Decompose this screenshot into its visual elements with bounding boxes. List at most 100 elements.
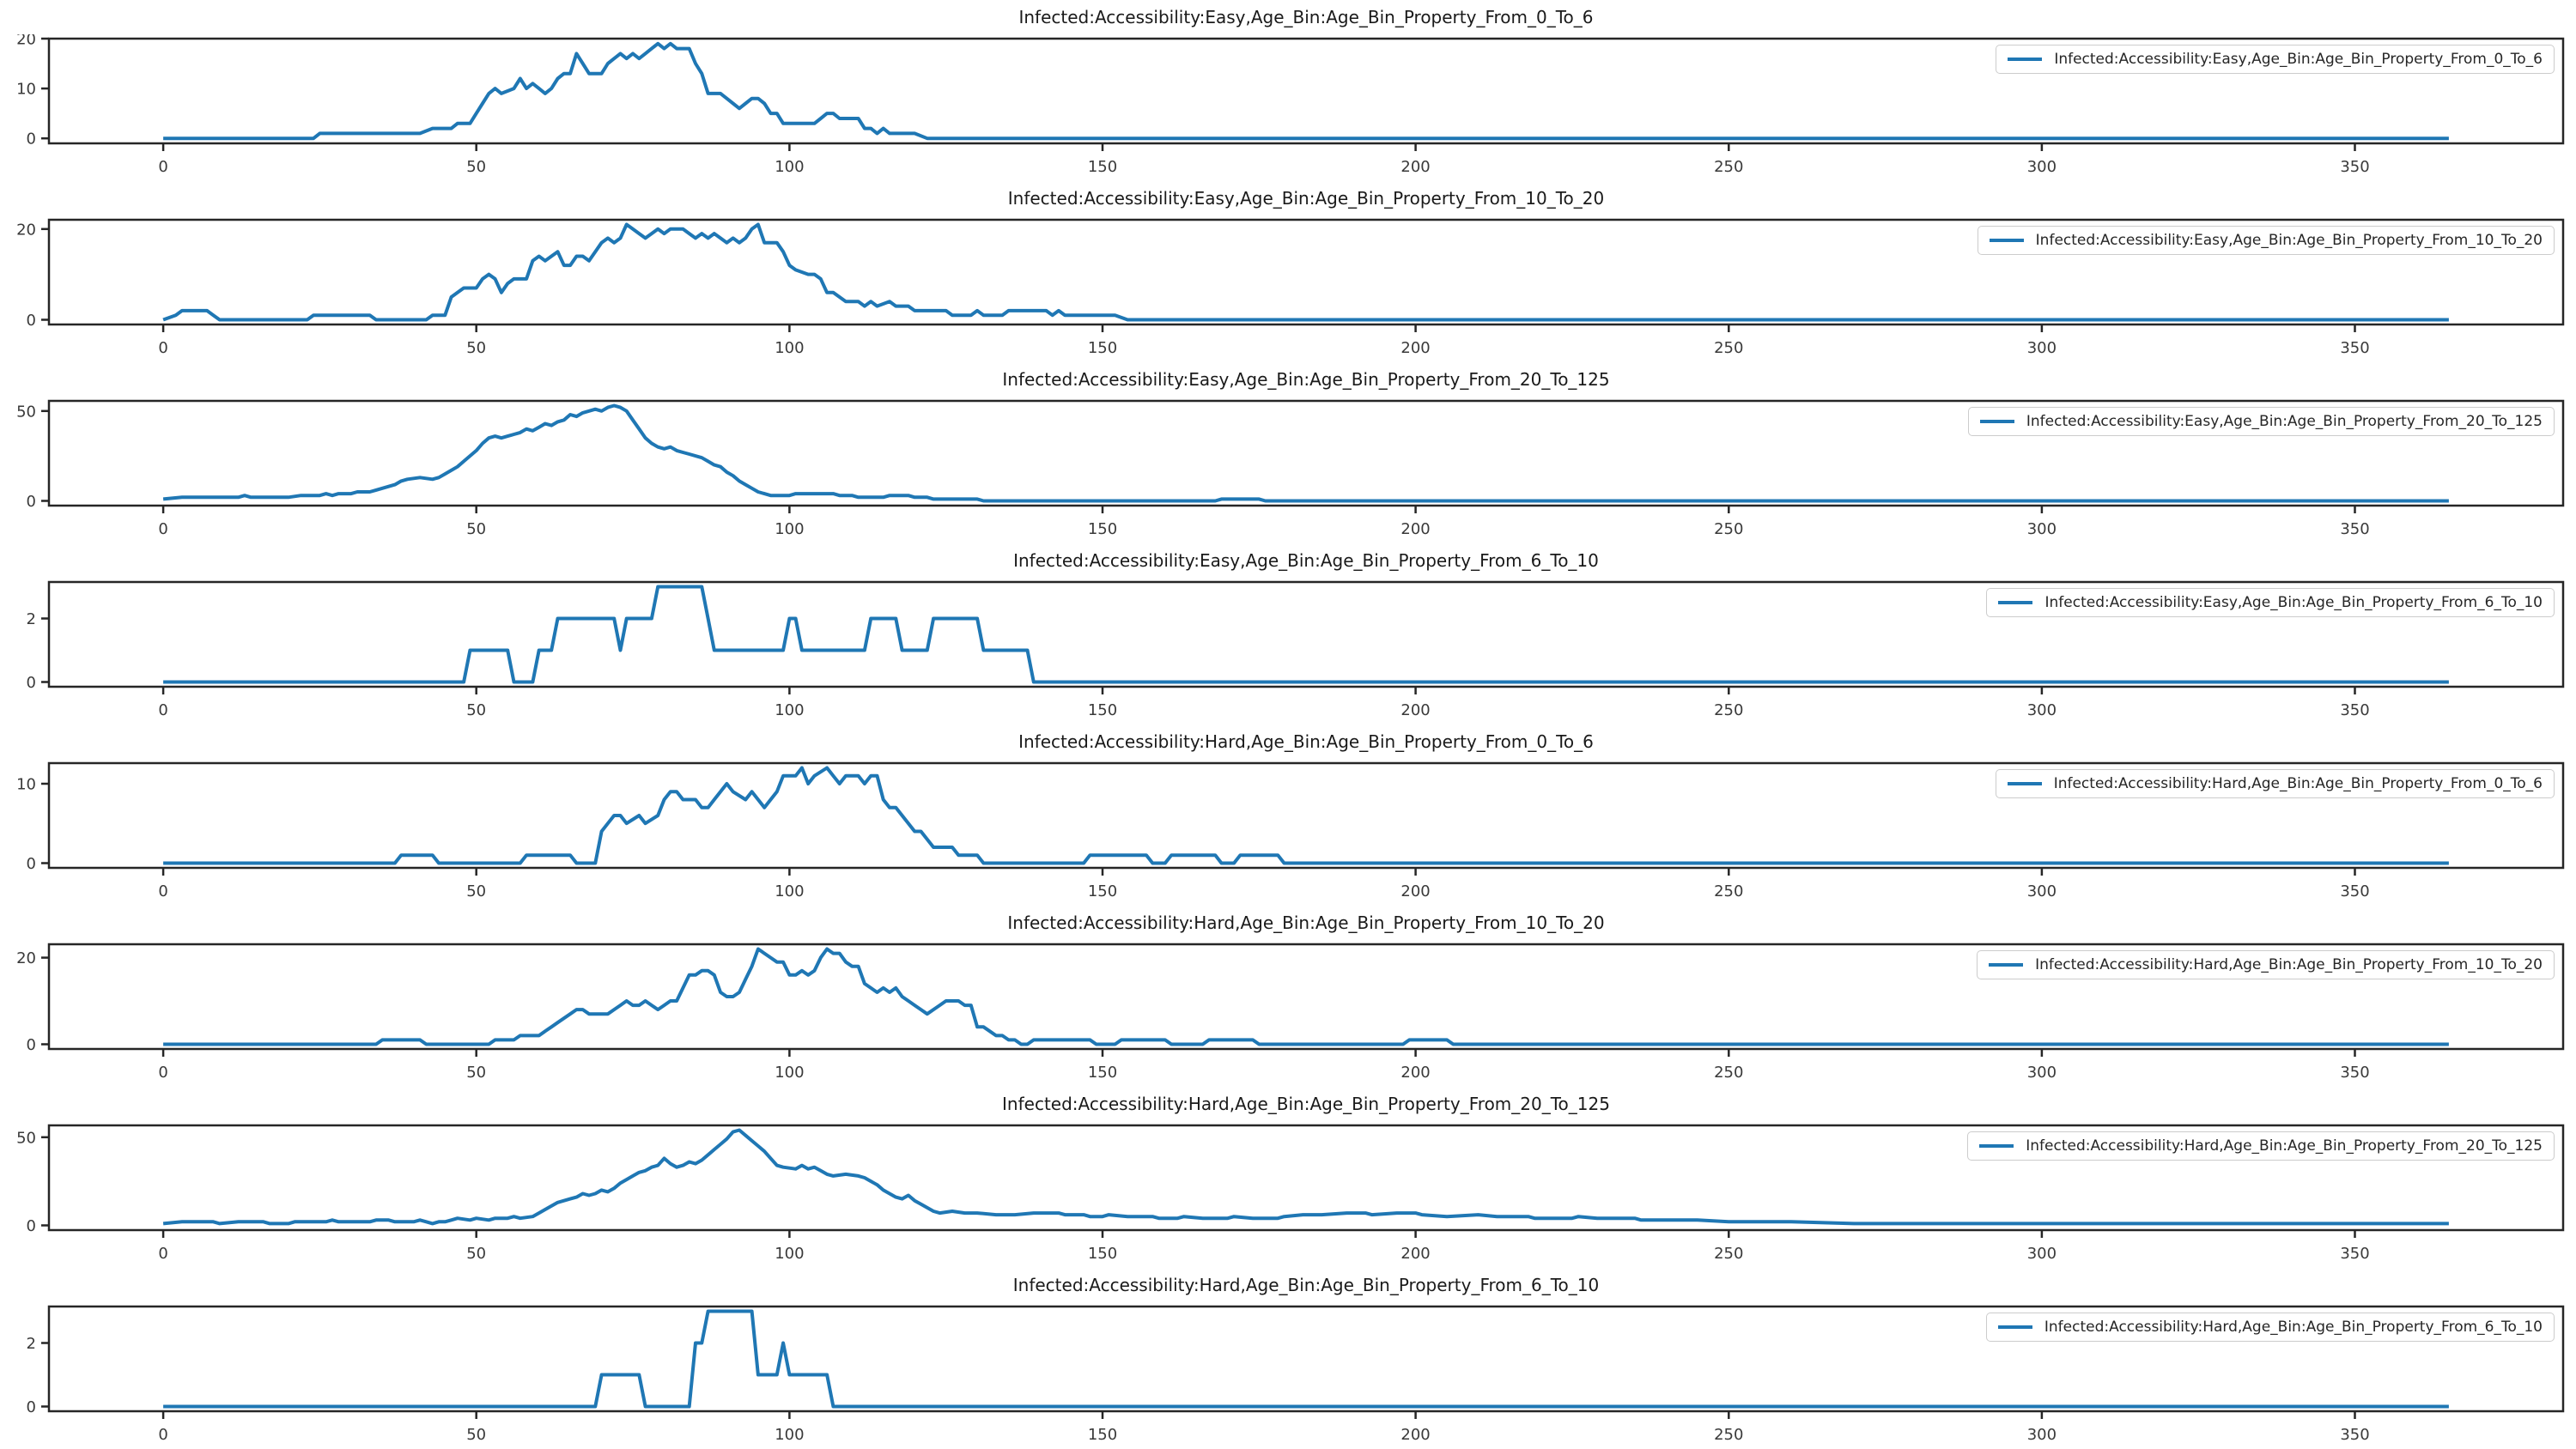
line-plot: 0 50 100 150 200 250 300 350 0 2 <box>27 580 2565 719</box>
svg-text:350: 350 <box>2340 520 2369 538</box>
svg-text:0: 0 <box>158 339 167 357</box>
svg-text:250: 250 <box>1714 882 1743 900</box>
svg-text:100: 100 <box>775 1426 804 1444</box>
plot-title: Infected:Accessibility:Hard,Age_Bin:Age_… <box>1007 912 1605 933</box>
plot-canvas: 0 50 100 150 200 250 300 350 0 50 Infected:Access… <box>0 397 2576 542</box>
svg-text:300: 300 <box>2027 339 2057 357</box>
svg-text:350: 350 <box>2340 701 2369 719</box>
svg-text:250: 250 <box>1714 339 1743 357</box>
line-plot: 0 50 100 150 200 250 300 350 0 10 20 <box>16 34 2565 176</box>
legend-label: Infected:Accessibility:Easy,Age_Bin:Age_… <box>2035 232 2543 249</box>
legend-label: Infected:Accessibility:Easy,Age_Bin:Age_… <box>2054 51 2543 68</box>
subplot-easy-age-20-125: Infected:Accessibility:Easy,Age_Bin:Age_… <box>0 362 2576 543</box>
svg-text:350: 350 <box>2340 158 2369 176</box>
legend-line-sample <box>1979 1144 2014 1148</box>
legend: Infected:Accessibility:Easy,Age_Bin:Age_… <box>1986 588 2555 617</box>
svg-text:50: 50 <box>466 1245 486 1263</box>
line-plot: 0 50 100 150 200 250 300 350 0 50 <box>16 1124 2565 1263</box>
legend: Infected:Accessibility:Hard,Age_Bin:Age_… <box>1967 1131 2555 1161</box>
svg-text:100: 100 <box>775 882 804 900</box>
svg-text:0: 0 <box>158 1426 167 1444</box>
subplot-easy-age-10-20: Infected:Accessibility:Easy,Age_Bin:Age_… <box>0 181 2576 362</box>
svg-text:100: 100 <box>775 1245 804 1263</box>
legend: Infected:Accessibility:Easy,Age_Bin:Age_… <box>1977 226 2555 255</box>
legend-label: Infected:Accessibility:Easy,Age_Bin:Age_… <box>2044 594 2543 611</box>
legend-label: Infected:Accessibility:Hard,Age_Bin:Age_… <box>2053 775 2543 792</box>
svg-text:10: 10 <box>16 776 36 794</box>
legend-line-sample <box>1979 420 2014 423</box>
subplot-hard-age-20-125: Infected:Accessibility:Hard,Age_Bin:Age_… <box>0 1087 2576 1268</box>
svg-text:250: 250 <box>1714 1245 1743 1263</box>
svg-text:300: 300 <box>2027 158 2057 176</box>
subplot-hard-age-6-10: Infected:Accessibility:Hard,Age_Bin:Age_… <box>0 1268 2576 1449</box>
svg-text:200: 200 <box>1400 701 1430 719</box>
legend-line-sample <box>2008 58 2043 61</box>
svg-text:2: 2 <box>27 610 36 628</box>
plot-title: Infected:Accessibility:Hard,Age_Bin:Age_… <box>1012 1275 1600 1295</box>
svg-text:0: 0 <box>27 855 36 873</box>
subplot-hard-age-10-20: Infected:Accessibility:Hard,Age_Bin:Age_… <box>0 906 2576 1087</box>
svg-text:50: 50 <box>16 1129 36 1147</box>
svg-text:0: 0 <box>158 882 167 900</box>
plot-canvas: 0 50 100 150 200 250 300 350 0 2 Infected:Accessi… <box>0 578 2576 723</box>
svg-text:150: 150 <box>1088 1426 1117 1444</box>
svg-text:200: 200 <box>1400 1064 1430 1082</box>
svg-text:0: 0 <box>158 701 167 719</box>
svg-text:300: 300 <box>2027 520 2057 538</box>
svg-text:150: 150 <box>1088 1245 1117 1263</box>
svg-text:300: 300 <box>2027 701 2057 719</box>
svg-text:350: 350 <box>2340 882 2369 900</box>
svg-text:350: 350 <box>2340 339 2369 357</box>
legend-line-sample <box>2007 782 2042 785</box>
plot-title: Infected:Accessibility:Hard,Age_Bin:Age_… <box>1002 1094 1610 1114</box>
svg-text:150: 150 <box>1088 520 1117 538</box>
svg-text:350: 350 <box>2340 1064 2369 1082</box>
svg-text:50: 50 <box>466 520 486 538</box>
legend-line-sample <box>1989 239 2024 242</box>
svg-text:250: 250 <box>1714 701 1743 719</box>
svg-text:100: 100 <box>775 701 804 719</box>
svg-text:50: 50 <box>466 339 486 357</box>
plot-title: Infected:Accessibility:Easy,Age_Bin:Age_… <box>1013 550 1599 571</box>
svg-text:20: 20 <box>16 949 36 967</box>
svg-text:0: 0 <box>158 520 167 538</box>
svg-text:2: 2 <box>27 1335 36 1353</box>
svg-text:200: 200 <box>1400 158 1430 176</box>
svg-text:0: 0 <box>27 493 36 511</box>
plot-canvas: 0 50 100 150 200 250 300 350 0 50 Infected:Access… <box>0 1121 2576 1266</box>
line-plot: 0 50 100 150 200 250 300 350 0 50 <box>16 399 2565 538</box>
svg-text:150: 150 <box>1088 158 1117 176</box>
svg-text:300: 300 <box>2027 1064 2057 1082</box>
svg-text:50: 50 <box>466 1064 486 1082</box>
plot-canvas: 0 50 100 150 200 250 300 350 0 10 20 Infected:Acce… <box>0 34 2576 179</box>
svg-text:100: 100 <box>775 158 804 176</box>
svg-text:20: 20 <box>16 34 36 49</box>
subplot-hard-age-0-6: Infected:Accessibility:Hard,Age_Bin:Age_… <box>0 724 2576 906</box>
svg-text:300: 300 <box>2027 1426 2057 1444</box>
plot-canvas: 0 50 100 150 200 250 300 350 0 20 Infected:Access… <box>0 940 2576 1085</box>
legend-line-sample <box>1989 963 2024 967</box>
svg-text:300: 300 <box>2027 882 2057 900</box>
svg-text:200: 200 <box>1400 339 1430 357</box>
svg-text:200: 200 <box>1400 1426 1430 1444</box>
svg-text:0: 0 <box>27 674 36 692</box>
plot-canvas: 0 50 100 150 200 250 300 350 0 10 Infected:Access… <box>0 759 2576 904</box>
svg-text:250: 250 <box>1714 520 1743 538</box>
svg-text:50: 50 <box>466 882 486 900</box>
legend-label: Infected:Accessibility:Hard,Age_Bin:Age_… <box>2044 1319 2543 1336</box>
svg-text:50: 50 <box>466 1426 486 1444</box>
svg-text:10: 10 <box>16 81 36 99</box>
plot-title: Infected:Accessibility:Easy,Age_Bin:Age_… <box>1018 7 1594 27</box>
svg-text:350: 350 <box>2340 1245 2369 1263</box>
legend: Infected:Accessibility:Easy,Age_Bin:Age_… <box>1967 407 2555 436</box>
line-plot: 0 50 100 150 200 250 300 350 0 20 <box>16 943 2565 1082</box>
svg-text:0: 0 <box>27 312 36 330</box>
svg-text:0: 0 <box>158 1064 167 1082</box>
svg-text:200: 200 <box>1400 1245 1430 1263</box>
svg-text:150: 150 <box>1088 339 1117 357</box>
svg-text:250: 250 <box>1714 158 1743 176</box>
svg-text:150: 150 <box>1088 701 1117 719</box>
plot-title: Infected:Accessibility:Hard,Age_Bin:Age_… <box>1018 731 1594 752</box>
plot-title: Infected:Accessibility:Easy,Age_Bin:Age_… <box>1007 188 1605 209</box>
svg-text:50: 50 <box>16 403 36 421</box>
